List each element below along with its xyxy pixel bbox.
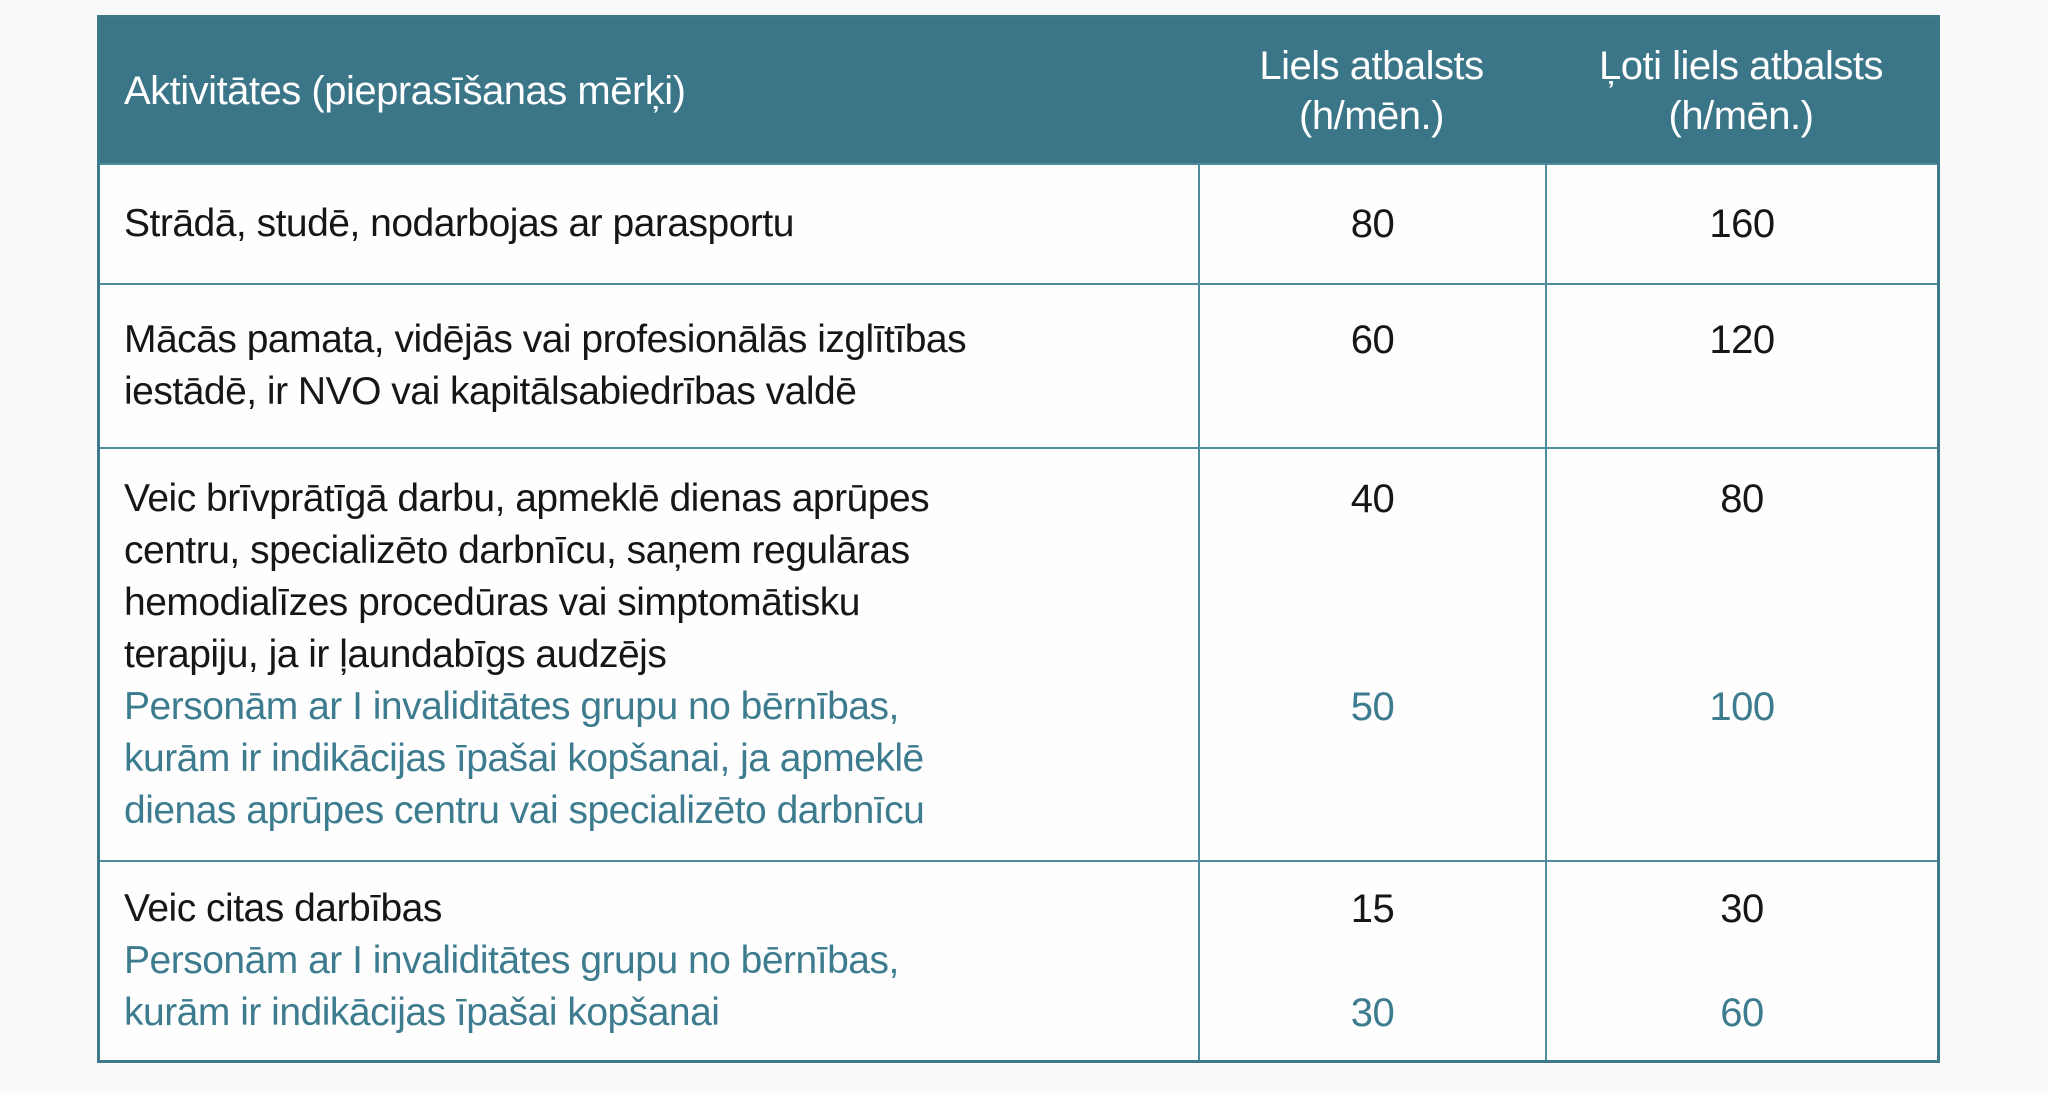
value-cell-liels: 40 50 (1198, 449, 1545, 860)
header-loti-liels-atbalsts: Ļoti liels atbalsts (h/mēn.) (1545, 18, 1937, 163)
activity-text: Veic citas darbības (124, 887, 442, 930)
activity-text: Strādā, studē, nodarbojas ar parasportu (124, 202, 794, 245)
header-liels-label: Liels atbalsts (h/mēn.) (1259, 43, 1484, 138)
table-row: Veic citas darbības Personām ar I invalid… (100, 860, 1937, 1060)
value-spacer (1547, 577, 1937, 629)
value: 30 (1720, 887, 1764, 931)
value-cell-loti: 30 60 (1545, 862, 1937, 1060)
value-spacer (1200, 935, 1545, 987)
table-row: Strādā, studē, nodarbojas ar parasportu 8… (100, 163, 1937, 283)
activity-text: Mācās pamata, vidējās vai profesionālās … (124, 318, 967, 413)
header-row: Aktivitātes (pieprasīšanas mērķi) Liels … (100, 18, 1937, 163)
value-spacer (1200, 366, 1545, 418)
value-cell-liels: 15 30 (1198, 862, 1545, 1060)
value-spacer (1200, 525, 1545, 577)
value: 80 (1350, 202, 1395, 246)
value: 120 (1709, 318, 1775, 362)
value-spacer (1547, 366, 1937, 418)
activity-text: Veic brīvprātīgā darbu, apmeklē dienas a… (124, 476, 930, 676)
value: 50 (1350, 684, 1395, 729)
value-spacer (1547, 629, 1937, 681)
value: 60 (1720, 991, 1764, 1035)
value-cell-liels: 60 (1198, 285, 1545, 447)
value-spacer (1547, 525, 1937, 577)
header-liels-atbalsts: Liels atbalsts (h/mēn.) (1198, 18, 1545, 163)
value: 40 (1350, 476, 1395, 521)
activity-cell: Strādā, studē, nodarbojas ar parasportu (100, 165, 1198, 283)
header-activity-label: Aktivitātes (pieprasīšanas mērķi) (124, 68, 686, 113)
value-cell-loti: 80 100 (1545, 449, 1937, 860)
value: 100 (1709, 684, 1775, 729)
header-loti-label: Ļoti liels atbalsts (h/mēn.) (1599, 43, 1883, 138)
value-cell-loti: 120 (1545, 285, 1937, 447)
value: 80 (1720, 476, 1764, 521)
value-spacer (1200, 629, 1545, 681)
value: 15 (1350, 887, 1395, 931)
activity-cell: Veic brīvprātīgā darbu, apmeklē dienas a… (100, 449, 1198, 860)
activity-cell: Veic citas darbības Personām ar I invalid… (100, 862, 1198, 1060)
value-spacer (1547, 733, 1937, 785)
support-table: Aktivitātes (pieprasīšanas mērķi) Liels … (97, 15, 1940, 1063)
value-spacer (1547, 935, 1937, 987)
table-row: Veic brīvprātīgā darbu, apmeklē dienas a… (100, 447, 1937, 860)
value: 60 (1350, 318, 1395, 362)
table-row: Mācās pamata, vidējās vai profesionālās … (100, 283, 1937, 447)
value-spacer (1200, 577, 1545, 629)
value-cell-liels: 80 (1198, 165, 1545, 283)
value-spacer (1547, 785, 1937, 837)
table-body: Strādā, studē, nodarbojas ar parasportu 8… (100, 163, 1937, 1060)
activity-cell: Mācās pamata, vidējās vai profesionālās … (100, 285, 1198, 447)
header-activity: Aktivitātes (pieprasīšanas mērķi) (100, 18, 1198, 163)
value-spacer (1200, 785, 1545, 837)
value: 160 (1709, 202, 1775, 246)
activity-note-text: Personām ar I invaliditātes grupu no bēr… (124, 939, 899, 1034)
value-spacer (1200, 733, 1545, 785)
value-cell-loti: 160 (1545, 165, 1937, 283)
value: 30 (1350, 991, 1395, 1035)
activity-note-text: Personām ar I invaliditātes grupu no bēr… (124, 684, 925, 832)
